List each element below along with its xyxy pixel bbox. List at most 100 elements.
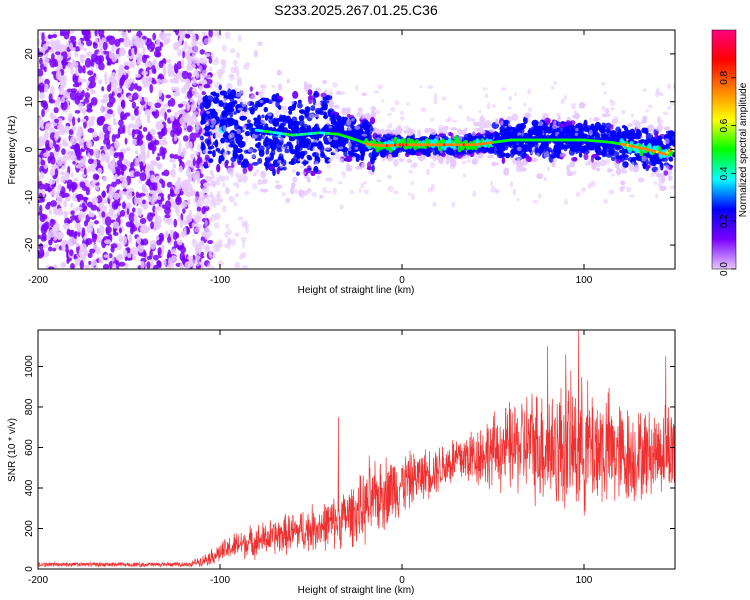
spectrogram-cell xyxy=(282,166,287,171)
spectrogram-cell xyxy=(88,84,93,89)
spectrogram-cell xyxy=(192,58,199,63)
spectrogram-cell xyxy=(207,230,213,237)
spectrogram-cell xyxy=(658,91,664,97)
spectrogram-cell xyxy=(227,101,236,109)
spectrogram-cell xyxy=(324,146,331,151)
spectrogram-cell xyxy=(210,118,217,126)
spectrogram-cell xyxy=(328,177,333,183)
spectrogram-cell xyxy=(298,115,305,122)
spectrogram-cell xyxy=(201,91,206,96)
spectrogram-cell xyxy=(214,247,221,253)
spectrogram-cell xyxy=(361,133,368,137)
spectrogram-cell xyxy=(237,126,244,130)
spectrogram-cell xyxy=(141,54,147,64)
spectrogram-cell xyxy=(94,37,99,44)
spectrogram-cell xyxy=(212,91,216,97)
spectrogram-cell xyxy=(70,202,74,208)
spectrogram-cell xyxy=(507,122,512,128)
spectrogram-cell xyxy=(40,159,46,166)
spectrogram-cell xyxy=(583,152,589,161)
spectrogram-cell xyxy=(244,62,251,67)
spectrogram-cell xyxy=(264,156,271,163)
spectrogram-cell xyxy=(355,166,363,170)
spectrogram-cell xyxy=(519,122,526,130)
spectrogram-cell xyxy=(133,124,138,130)
spectrogram-cell xyxy=(239,110,244,117)
spectrogram-cell xyxy=(195,125,200,134)
spectrogram-cell xyxy=(258,91,264,99)
spectrogram-cell xyxy=(508,95,513,101)
spectrogram-cell xyxy=(122,176,127,183)
spectrogram-cell xyxy=(195,223,203,230)
spectrogram-cell xyxy=(152,32,156,41)
spectrogram-cell xyxy=(334,153,341,160)
spectrogram-cell xyxy=(83,120,87,129)
spectrogram-cell xyxy=(406,148,412,155)
spectrogram-cell xyxy=(154,211,158,221)
spectrogram-cell xyxy=(306,177,311,183)
spectrogram-cell xyxy=(135,35,140,42)
spectrogram-cell xyxy=(87,158,94,165)
spectrogram-cell xyxy=(216,181,221,186)
spectrogram-cell xyxy=(655,126,660,132)
spectrogram-cell xyxy=(49,112,54,119)
spectrogram-cell xyxy=(137,243,145,254)
spectrogram-cell xyxy=(180,182,187,190)
spectrogram-cell xyxy=(41,232,47,241)
spectrogram-cell xyxy=(276,167,280,175)
spectrogram-cell xyxy=(147,178,151,188)
spectrogram-cell xyxy=(69,35,77,42)
spectrogram-cell xyxy=(668,175,673,182)
spectrogram-cell xyxy=(531,119,539,127)
spectrogram-cell xyxy=(642,162,647,170)
spectrogram-cell xyxy=(294,150,300,157)
spectrogram-cell xyxy=(373,89,379,94)
spectrogram-cell xyxy=(150,221,154,230)
spectrogram-cell xyxy=(207,146,213,150)
spectrogram-cell xyxy=(84,57,92,68)
spectrogram-cell xyxy=(267,112,273,117)
spectrogram-cell xyxy=(182,208,186,214)
spectrogram-cell xyxy=(478,129,485,133)
spectrogram-cell xyxy=(76,194,81,203)
spectrogram-cell xyxy=(536,152,540,158)
spectrogram-cell xyxy=(179,116,187,126)
spectrogram-cell xyxy=(136,197,144,205)
spectrogram-cell xyxy=(102,176,108,183)
spectrogram-cell xyxy=(385,133,392,141)
spectrogram-cell xyxy=(271,84,276,88)
spectrogram-cell xyxy=(312,145,318,152)
spectrogram-cell xyxy=(178,165,183,173)
spectrogram-cell xyxy=(609,98,613,104)
spectrogram-cell xyxy=(74,109,81,114)
spectrogram-cell xyxy=(163,140,168,145)
spectrogram-cell xyxy=(112,231,119,236)
spectrogram-cell xyxy=(164,200,172,211)
spectrogram-cell xyxy=(173,187,180,195)
spectrogram-cell xyxy=(225,186,230,194)
spectrogram-cell xyxy=(133,83,139,90)
spectrogram-cell xyxy=(56,96,61,105)
spectrogram-cell xyxy=(298,109,306,114)
spectrogram-cell xyxy=(320,92,327,98)
spectrogram-cell xyxy=(149,249,153,260)
spectrogram-cell xyxy=(77,125,83,135)
spectrogram-cell xyxy=(339,91,346,96)
spectrogram-cell xyxy=(428,134,435,141)
spectrogram-cell xyxy=(572,114,578,119)
spectrogram-cell xyxy=(187,44,191,55)
spectrogram-cell xyxy=(60,262,67,269)
spectrogram-cell xyxy=(62,91,69,99)
spectrogram-cell xyxy=(449,163,456,170)
spectrogram-cell xyxy=(93,148,100,159)
spectrogram-cell xyxy=(59,171,65,176)
spectrogram-cell xyxy=(233,119,239,127)
spectrogram-cell xyxy=(291,168,297,174)
spectrogram-cell xyxy=(326,162,331,169)
spectrogram-cell xyxy=(89,148,94,156)
spectrogram-cell xyxy=(100,152,106,162)
spectrogram-cell xyxy=(217,192,222,199)
spectrogram-cell xyxy=(625,131,633,140)
spectrogram-cell xyxy=(325,119,331,126)
spectrogram-cell xyxy=(186,102,190,111)
